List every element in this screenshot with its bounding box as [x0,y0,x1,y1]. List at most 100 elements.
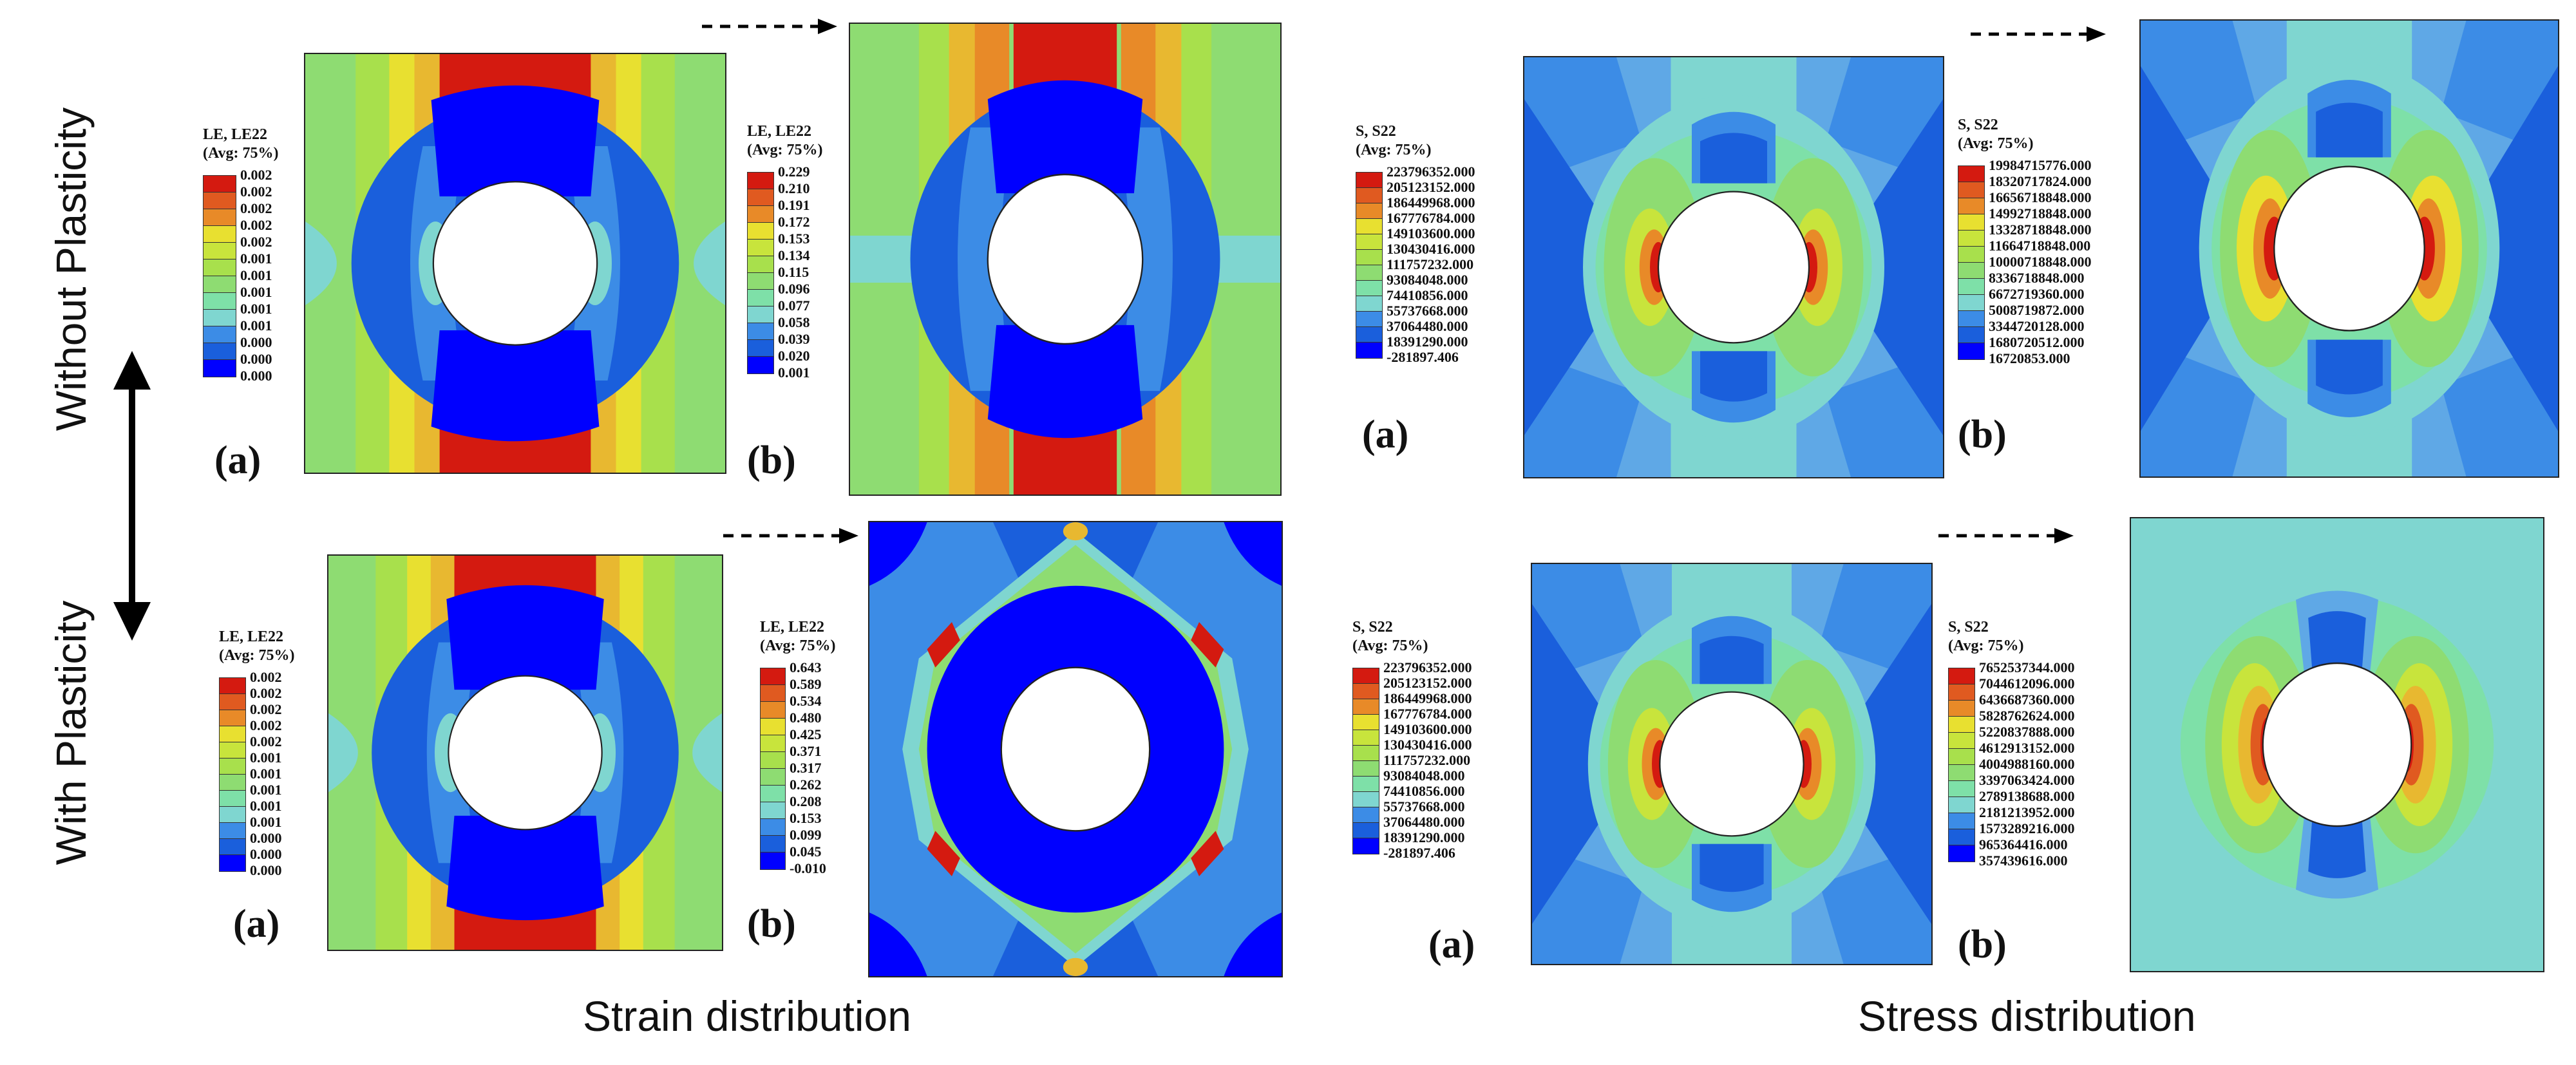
legend-value: 0.002 [240,234,272,250]
legend-value: 4612913152.000 [1979,740,2075,756]
legend-value: 0.002 [250,669,282,685]
contour-plot-strain-top-b [849,23,1282,496]
legend-body: 223796352.000 205123152.000 186449968.000 1… [1356,165,1475,364]
legend-swatch [219,838,246,856]
legend-swatch [1352,760,1379,777]
legend-swatch [219,710,246,727]
legend-swatch [1958,198,1985,215]
legend-swatch [760,701,786,719]
legend-value: 0.262 [790,777,822,793]
legend-value: 0.045 [790,844,822,860]
legend-swatch [219,790,246,807]
legend-value: 0.002 [250,701,282,717]
panel-label-b: (b) [1958,923,2007,966]
legend-title-line: LE, LE22 [203,126,268,143]
legend-swatch [219,774,246,791]
legend-swatch [203,309,236,327]
legend-value: 5008719872.000 [1989,302,2085,318]
legend-swatch [1352,822,1379,839]
legend-value: 74410856.000 [1383,783,1465,799]
legend-stress-top-b: S, S22 (Avg: 75%) 19984715776.000 183207178… [1958,116,2092,366]
legend-value: 0.001 [240,267,272,283]
legend-value: 130430416.000 [1387,241,1475,257]
legend-value: 1680720512.000 [1989,334,2085,350]
legend-title-line: S, S22 [1948,619,1989,636]
legend-value: 167776784.000 [1387,210,1475,226]
stress-contour [1524,57,1943,477]
legend-swatch [1948,700,1975,717]
legend-swatch [1948,796,1975,814]
legend-swatch [203,359,236,377]
legend-swatch [1352,730,1379,746]
legend-body: 7652537344.000 7044612096.000 6436687360.0… [1948,661,2075,868]
legend-swatch [219,758,246,775]
legend-swatch [1958,343,1985,360]
legend-swatch [1948,813,1975,830]
dashed-arrow-icon [702,19,837,34]
legend-swatch [747,239,774,257]
legend-swatch [219,854,246,872]
legend-value: 0.001 [240,284,272,300]
legend-stress-bottom-a: S, S22 (Avg: 75%) 223796352.000 205123152.0… [1352,618,1472,860]
legend-value: 10000718848.000 [1989,254,2092,270]
legend-title-line: LE, LE22 [219,628,284,645]
legend-title-line: (Avg: 75%) [760,637,836,654]
legend-value: 3344720128.000 [1989,318,2085,334]
legend-value: 7044612096.000 [1979,675,2075,692]
legend-swatch [1352,668,1379,684]
legend-swatch [1352,714,1379,731]
legend-value: 0.002 [240,167,272,183]
legend-value: 0.001 [250,766,282,782]
legend-value: 18391290.000 [1387,334,1468,350]
contour-plot-strain-bottom-b [868,521,1283,977]
legend-value: 13328718848.000 [1989,221,2092,238]
legend-value: 0.425 [790,726,822,742]
legend-value: 205123152.000 [1387,179,1475,195]
legend-value: 0.001 [250,814,282,830]
legend-value: 0.001 [240,301,272,317]
legend-swatch [203,326,236,344]
strain-contour [850,24,1280,495]
legend-value: 8336718848.000 [1989,270,2085,286]
legend-swatch [1356,249,1383,266]
legend-value: 55737668.000 [1387,303,1468,319]
legend-title-line: (Avg: 75%) [203,145,279,162]
panel-label-b: (b) [747,902,796,946]
legend-value: 111757232.000 [1387,256,1474,272]
legend-body: 19984715776.000 18320717824.000 1665671884… [1958,158,2092,366]
legend-value: 1573289216.000 [1979,820,2075,836]
legend-swatch [203,343,236,361]
legend-value: 6672719360.000 [1989,286,2085,302]
legend-value: 0.191 [778,197,810,213]
legend-value: 0.000 [250,862,282,878]
legend-swatch [1356,203,1383,220]
legend-value: -281897.406 [1383,845,1455,861]
legend-stress-top-a: S, S22 (Avg: 75%) 223796352.000 205123152.0… [1356,122,1475,364]
legend-value: 0.317 [790,760,822,776]
legend-body: 0.229 0.210 0.191 0.172 0.153 0.134 0.115 0.096… [747,165,823,380]
legend-swatch [1958,278,1985,296]
legend-value: 205123152.000 [1383,675,1472,691]
legend-value: 0.001 [778,364,810,381]
legend-swatch [203,209,236,227]
legend-value: 4004988160.000 [1979,756,2075,772]
legend-swatch [1352,699,1379,715]
legend-swatch [760,802,786,820]
legend-swatch [747,205,774,223]
contour-plot-stress-top-b [2139,19,2559,478]
legend-swatch [1958,165,1985,183]
legend-swatch [747,256,774,274]
legend-value: 18391290.000 [1383,829,1465,845]
legend-swatch [219,677,246,695]
legend-value: 0.000 [250,830,282,846]
double-arrow-icon [113,351,151,641]
contour-plot-strain-bottom-a [327,554,723,951]
legend-value: 0.001 [250,782,282,798]
strain-contour [305,54,725,473]
legend-value: 16720853.000 [1989,350,2070,366]
legend-swatch [1356,326,1383,343]
legend-value: -281897.406 [1387,349,1459,365]
legend-swatch [219,822,246,840]
legend-value: 93084048.000 [1383,768,1465,784]
legend-swatch [1958,230,1985,247]
